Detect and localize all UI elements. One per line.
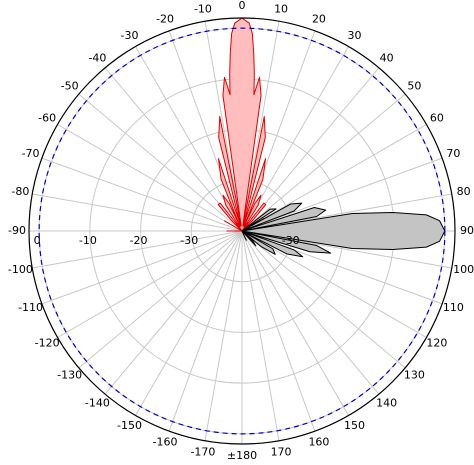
grid-spoke-210 — [135, 230, 243, 416]
angle-tick-label: -50 — [61, 79, 79, 92]
polar-frame — [28, 17, 456, 445]
grid-spoke-50 — [241, 93, 406, 232]
grid-spoke-300 — [57, 124, 243, 232]
grid-spoke-290 — [41, 157, 243, 232]
angle-tick-label: 0 — [239, 0, 246, 12]
grid-spoke-130 — [241, 230, 406, 369]
grid-spoke-150 — [241, 230, 349, 416]
angle-tick-label: 120 — [426, 337, 447, 350]
grid-spoke-160 — [241, 230, 316, 432]
angle-tick-label: 160 — [308, 435, 329, 448]
angle-tick-label: 70 — [446, 147, 460, 160]
grid-spoke-190 — [204, 230, 243, 441]
radial-tick-label-left: -20 — [130, 234, 148, 247]
angle-tick-label: -100 — [8, 263, 33, 276]
grid-spoke-230 — [78, 230, 243, 369]
angle-tick-label: -130 — [57, 369, 82, 382]
angle-tick-label: 50 — [407, 79, 421, 92]
angle-tick-label: 40 — [380, 52, 394, 65]
tick-labels: 0 10 20 30 40 50 60 70 80 90 100 110 120 130 140 150 160… — [8, 0, 474, 462]
reference-circle — [38, 27, 446, 435]
angle-tick-label: -150 — [117, 419, 142, 432]
grid-spoke-200 — [168, 230, 243, 432]
angle-tick-label: 110 — [443, 301, 464, 314]
angle-tick-label: -70 — [22, 147, 40, 160]
angle-tick-label: 90 — [460, 224, 474, 237]
grid-spoke-220 — [104, 230, 243, 395]
grid-spoke-260 — [32, 230, 243, 269]
grid-spoke-60 — [241, 124, 427, 232]
angle-tick-label: 10 — [274, 2, 288, 15]
series-2-pattern — [241, 202, 446, 258]
grid-spoke-240 — [57, 230, 243, 338]
radial-tick-label-left: -30 — [180, 234, 198, 247]
series-1-pattern — [217, 17, 267, 232]
angle-tick-label: 60 — [430, 112, 444, 125]
grid-spoke-170 — [241, 230, 280, 441]
grid-spoke-140 — [241, 230, 380, 395]
grid-spoke-250 — [41, 230, 243, 305]
angle-tick-label: -90 — [8, 224, 26, 237]
angle-tick-label: 130 — [404, 369, 425, 382]
angle-tick-label: -40 — [88, 52, 106, 65]
angle-tick-label: ±180 — [227, 449, 257, 462]
angle-tick-label: -10 — [194, 2, 212, 15]
angle-tick-label: -20 — [156, 13, 174, 26]
grid-spoke-100 — [241, 230, 452, 269]
radial-tick-label-left: -10 — [79, 234, 97, 247]
angle-tick-label: -170 — [190, 446, 215, 459]
angle-tick-label: -120 — [35, 337, 60, 350]
angle-tick-label: 150 — [344, 419, 365, 432]
grid-spoke-80 — [241, 193, 452, 232]
angle-tick-label: -60 — [38, 112, 56, 125]
grid-spoke-70 — [241, 157, 443, 232]
angle-tick-label: -30 — [121, 29, 139, 42]
grid-spoke-310 — [78, 93, 243, 232]
angle-tick-label: -160 — [153, 435, 178, 448]
angle-tick-label: -110 — [18, 301, 43, 314]
angle-tick-label: 30 — [348, 29, 362, 42]
angle-tick-label: 80 — [457, 185, 471, 198]
angle-tick-label: -140 — [85, 396, 110, 409]
angle-tick-label: 100 — [453, 263, 474, 276]
grid-spoke-280 — [32, 193, 243, 232]
radial-tick-label-left: 0 — [34, 234, 41, 247]
radial-tick-label-right: -30 — [282, 234, 300, 247]
angle-tick-label: 170 — [271, 446, 292, 459]
angle-tick-label: -80 — [11, 185, 29, 198]
outer-circle — [28, 17, 456, 445]
angle-tick-label: 20 — [312, 13, 326, 26]
series-layer — [217, 17, 446, 258]
angle-tick-label: 140 — [376, 396, 397, 409]
